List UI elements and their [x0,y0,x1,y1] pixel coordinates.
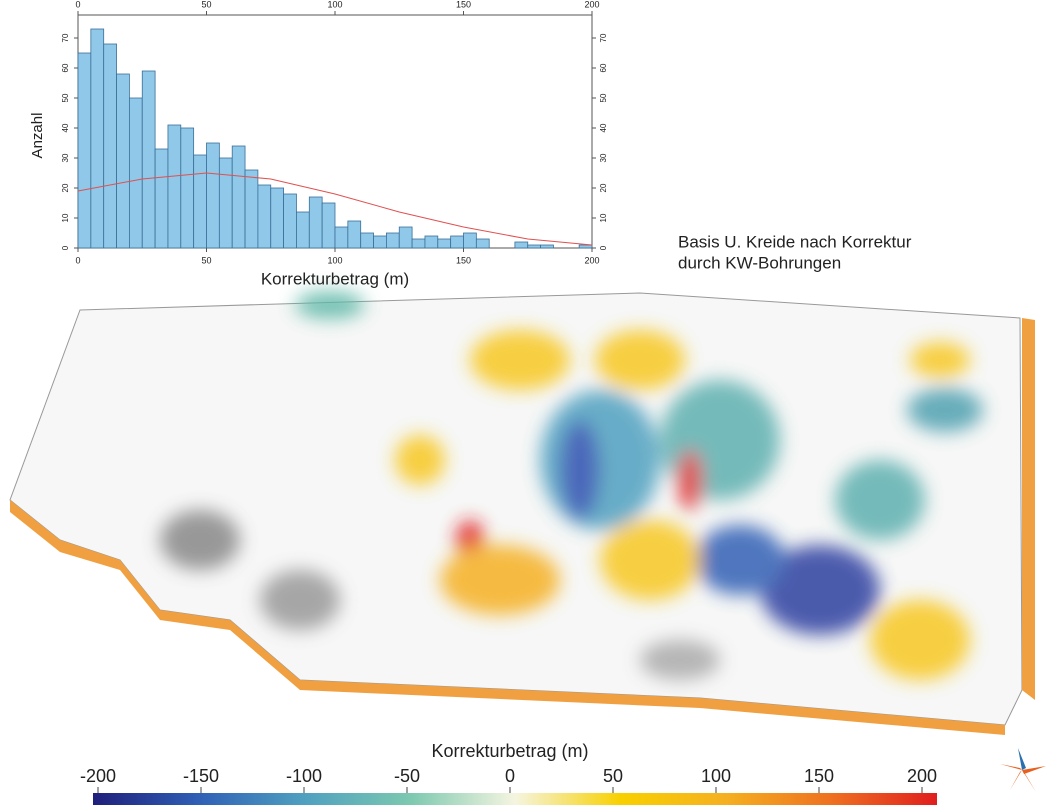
colorbar-title: Korrekturbetrag (m) [431,741,588,761]
x-tick-label: 200 [584,255,599,265]
bar [347,220,362,249]
y-tick-label-right: 50 [599,93,608,102]
bar [385,232,400,249]
y-tick-label-right: 0 [599,245,608,250]
bar [527,244,542,249]
x-tick-label-top: 200 [584,0,599,9]
y-tick-label: 10 [61,213,70,222]
bar [128,97,143,249]
tick-label: 50 [603,766,623,786]
bar [154,148,169,249]
bar [180,127,195,249]
bar [283,193,297,249]
x-tick-label: 50 [201,255,211,265]
bar [218,157,233,249]
bar [578,244,593,249]
y-tick-label: 40 [61,123,70,132]
bar [373,235,387,249]
bar [540,244,554,249]
bar [257,184,272,249]
bar [244,169,259,249]
bar [437,238,452,249]
x-axis-label: Korrekturbetrag (m) [261,269,409,288]
bar [193,154,207,249]
colorbar: -200 -150 -100 -50 0 50 100 150 200 Korrekturbetr… [80,741,937,807]
y-tick-label-right: 20 [599,183,608,192]
fit-curve [77,172,593,246]
bar [270,187,285,249]
tick-label: 0 [505,766,515,786]
annotation: Basis U. Kreide nach Korrektur [678,232,912,251]
tick-label: 200 [907,766,937,786]
y-tick-label: 60 [61,63,70,72]
y-tick-label-right: 60 [599,63,608,72]
compass [1000,748,1046,792]
map [9,291,1035,735]
x-tick-label-top: 50 [201,0,211,9]
bar [90,28,105,249]
y-tick-label-right: 10 [599,213,608,222]
bar [450,235,464,249]
y-tick-label: 30 [61,153,70,162]
tick-label: -200 [80,766,116,786]
bar [334,226,349,249]
bar [77,52,92,249]
bar [398,226,413,249]
x-tick-label: 150 [456,255,471,265]
bar [463,232,477,249]
bar [424,235,439,249]
bar [321,202,336,249]
bar [296,211,310,249]
tick-label: -100 [286,766,322,786]
y-tick-label-right: 30 [599,153,608,162]
x-tick-label: 100 [327,255,342,265]
annotation: durch KW-Bohrungen [678,253,841,272]
bar [103,43,117,249]
tick-label: -50 [394,766,420,786]
y-tick-label-right: 70 [599,33,608,42]
tick-label: 150 [804,766,834,786]
y-tick-label: 20 [61,183,70,192]
bar [360,232,374,249]
bar [514,241,529,249]
bar [231,145,246,249]
tick-label: -150 [183,766,219,786]
bar [167,124,182,249]
bar [411,238,426,249]
bar [308,196,323,249]
y-tick-label-right: 40 [599,123,608,132]
y-axis-label: Anzahl [29,113,46,159]
y-tick-label: 50 [61,93,70,102]
bar [116,73,130,249]
x-tick-label-top: 150 [456,0,471,9]
x-tick-label-top: 100 [327,0,342,9]
bar [141,70,156,249]
x-tick-label-top: 0 [75,0,80,9]
y-tick-label: 0 [61,245,70,250]
tick-label: 100 [701,766,731,786]
y-tick-label: 70 [61,33,70,42]
colorbar-scale [93,793,937,807]
x-tick-label: 0 [75,255,80,265]
bar [206,142,220,249]
bar [475,238,490,249]
